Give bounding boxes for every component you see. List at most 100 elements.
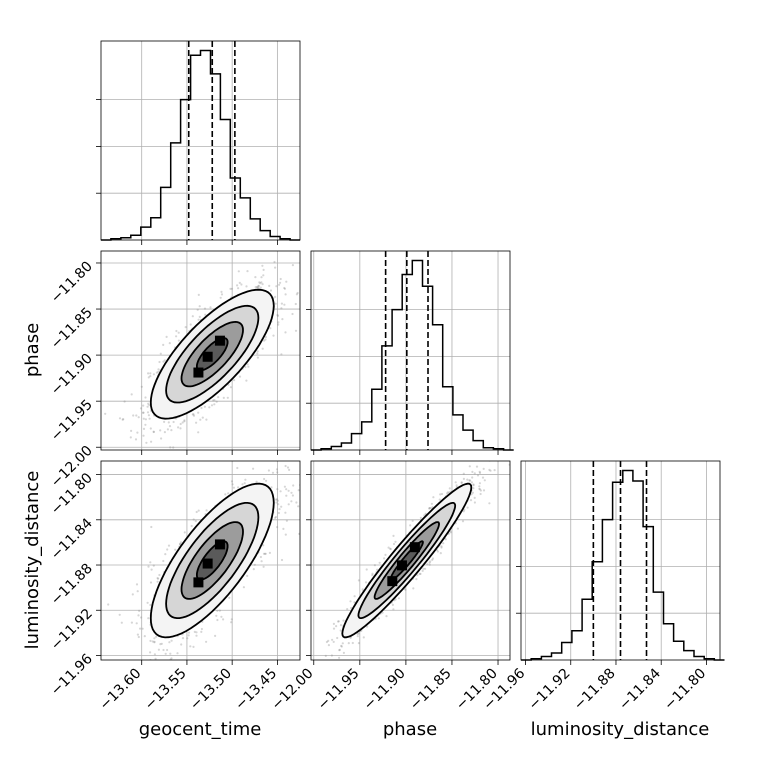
scatter-point [252, 467, 255, 470]
scatter-point [260, 444, 262, 446]
scatter-point [440, 492, 444, 496]
scatter-point [166, 428, 169, 431]
scatter-point [213, 399, 216, 402]
scatter-point [199, 418, 202, 421]
scatter-point [339, 624, 343, 627]
scatter-point [471, 476, 474, 479]
scatter-point [327, 639, 330, 643]
contour-line-3 [196, 337, 229, 372]
scatter-point [139, 627, 142, 630]
scatter-point [274, 515, 278, 519]
scatter-point [168, 425, 172, 428]
scatter-point [285, 494, 288, 497]
scatter-point [416, 574, 419, 577]
density-peak-0 [202, 558, 213, 569]
scatter-point [476, 474, 480, 477]
scatter-point [349, 600, 352, 603]
scatter-point [149, 639, 152, 643]
scatter-point [284, 331, 287, 334]
scatter-point [428, 507, 431, 510]
scatter-point [186, 637, 189, 640]
scatter-point [149, 561, 152, 564]
scatter-point [462, 472, 465, 475]
scatter-point [296, 291, 299, 295]
scatter-point [218, 609, 221, 612]
scatter-point [259, 282, 262, 285]
scatter-point [336, 636, 339, 640]
scatter-point [337, 620, 340, 623]
hist-step-phase [311, 259, 514, 451]
hist-panel-phase [306, 250, 514, 455]
contour-line-3 [196, 540, 229, 581]
scatter-point [197, 318, 200, 321]
scatter-point [263, 477, 266, 481]
scatter-point [217, 396, 220, 399]
scatter-point [438, 498, 441, 501]
scatter-point [278, 508, 281, 511]
xlabel-luminosity_distance: luminosity_distance [531, 719, 710, 740]
scatter-point [334, 673, 336, 675]
scatter-point [230, 621, 233, 624]
contour-line-3 [389, 540, 424, 581]
scatter-point [130, 393, 133, 396]
scatter-point [275, 498, 279, 501]
scatter-point [238, 281, 241, 284]
scatter-point [257, 286, 260, 289]
scatter-point [454, 481, 457, 484]
scatter-point [137, 614, 140, 617]
scatter-point [544, 414, 546, 416]
scatter-point [286, 466, 290, 469]
scatter-point [261, 347, 264, 350]
scatter-point [197, 509, 200, 512]
scatter-point [478, 487, 481, 490]
scatter-point [246, 270, 249, 273]
scatter-point [340, 644, 343, 648]
scatter-point [162, 360, 165, 363]
scatter-point [175, 335, 178, 338]
scatter-point [214, 634, 217, 638]
scatter-point [256, 352, 259, 355]
scatter-point [208, 406, 211, 409]
phase-xtick-label-3: −11.85 [407, 666, 455, 714]
scatter-point [449, 531, 452, 534]
scatter-point [165, 335, 168, 338]
scatter-point [140, 616, 143, 619]
contour-line-1 [165, 304, 260, 404]
scatter-point [287, 503, 290, 506]
scatter-point [317, 673, 319, 675]
scatter-point [439, 493, 442, 496]
scatter-point [428, 561, 431, 564]
scatter-point [383, 557, 386, 560]
scatter-point [339, 629, 342, 632]
contour-line-0 [149, 288, 275, 420]
scatter-point [284, 533, 287, 536]
scatter-point [262, 268, 265, 271]
scatter-point [142, 411, 145, 414]
scatter-point [159, 643, 162, 646]
scatter-point [135, 583, 139, 586]
scatter-point [362, 636, 365, 639]
scatter-point [279, 281, 282, 284]
contour-line-1 [165, 502, 260, 619]
hist-panel-geocent_time [96, 40, 301, 245]
scatter-point [134, 438, 138, 441]
geocent_time-xtick-label-1: −13.55 [142, 666, 190, 714]
scatter-point [156, 577, 159, 580]
scatter-point [337, 620, 340, 623]
pair-1-frame [100, 460, 301, 661]
scatter-point [149, 375, 152, 378]
scatter-point [135, 622, 138, 625]
scatter-point [479, 492, 482, 496]
scatter-point [493, 469, 496, 472]
scatter-point [346, 608, 349, 611]
scatter-point [131, 593, 134, 596]
scatter-point [190, 524, 193, 528]
scatter-point [253, 563, 256, 566]
scatter-point [397, 597, 400, 600]
scatter-point [192, 413, 195, 416]
scatter-point [153, 640, 156, 643]
scatter-point [142, 434, 145, 437]
scatter-point [122, 418, 125, 421]
scatter-point [162, 648, 165, 652]
scatter-point [392, 542, 396, 546]
